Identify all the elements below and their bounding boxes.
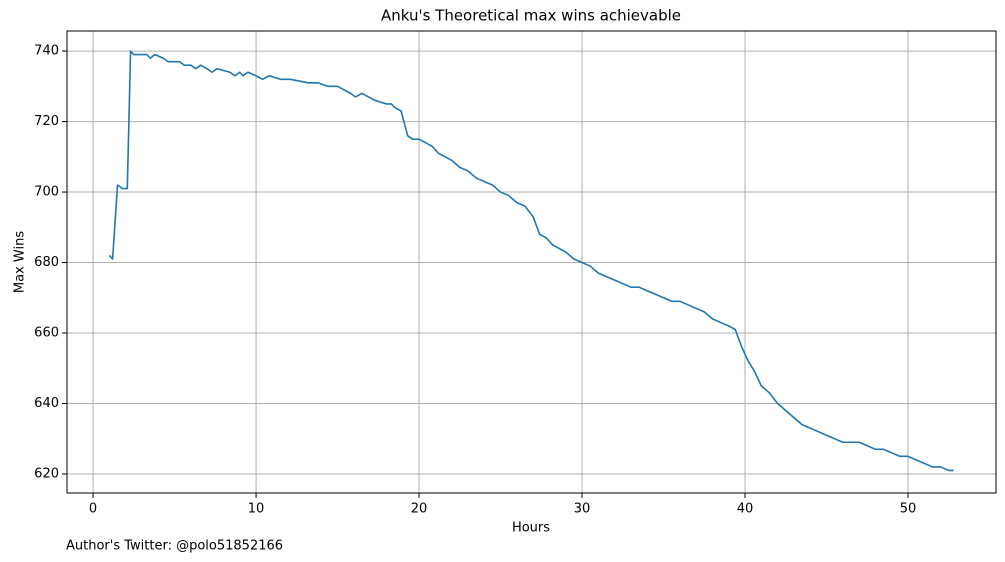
x-tick-label: 50 bbox=[900, 502, 917, 517]
y-tick-label: 620 bbox=[34, 466, 59, 481]
data-line bbox=[108, 50, 954, 472]
x-axis-label: Hours bbox=[512, 521, 550, 536]
y-tick-label: 680 bbox=[34, 255, 59, 270]
y-axis-label: Max Wins bbox=[13, 231, 28, 293]
y-tick-label: 720 bbox=[34, 114, 59, 129]
y-tick-label: 640 bbox=[34, 396, 59, 411]
x-tick-label: 30 bbox=[574, 502, 591, 517]
plot-frame bbox=[66, 30, 997, 494]
x-tick-label: 0 bbox=[89, 502, 97, 517]
y-tick-label: 740 bbox=[34, 44, 59, 59]
chart-title: Anku's Theoretical max wins achievable bbox=[381, 7, 681, 25]
x-tick-label: 20 bbox=[411, 502, 428, 517]
x-tick-label: 40 bbox=[737, 502, 754, 517]
y-tick-label: 700 bbox=[34, 185, 59, 200]
x-tick-label: 10 bbox=[248, 502, 265, 517]
footnote: Author's Twitter: @polo51852166 bbox=[66, 539, 283, 554]
y-tick-label: 660 bbox=[34, 326, 59, 341]
